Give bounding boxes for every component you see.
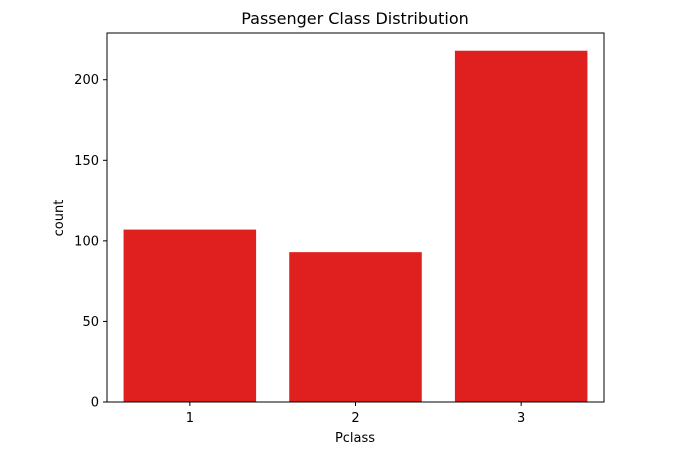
y-axis-ticks: 0 50 100 150 200 bbox=[74, 73, 107, 411]
x-tick-label: 2 bbox=[351, 411, 359, 426]
y-tick-label: 150 bbox=[74, 154, 99, 169]
y-axis-label: count bbox=[52, 200, 67, 237]
y-tick-label: 0 bbox=[91, 396, 99, 411]
y-tick-label: 200 bbox=[74, 73, 99, 88]
x-axis-label: Pclass bbox=[335, 431, 375, 446]
bar-3 bbox=[454, 50, 588, 403]
x-tick-label: 1 bbox=[186, 411, 194, 426]
y-tick-label: 50 bbox=[82, 315, 99, 330]
bar-2 bbox=[289, 252, 422, 402]
bars-group bbox=[123, 50, 588, 403]
y-tick-label: 100 bbox=[74, 234, 99, 249]
x-tick-label: 3 bbox=[517, 411, 525, 426]
bar-1 bbox=[123, 229, 257, 402]
chart-title: Passenger Class Distribution bbox=[241, 9, 469, 28]
x-axis-ticks: 1 2 3 bbox=[186, 402, 525, 426]
plot-frame bbox=[106, 32, 605, 403]
